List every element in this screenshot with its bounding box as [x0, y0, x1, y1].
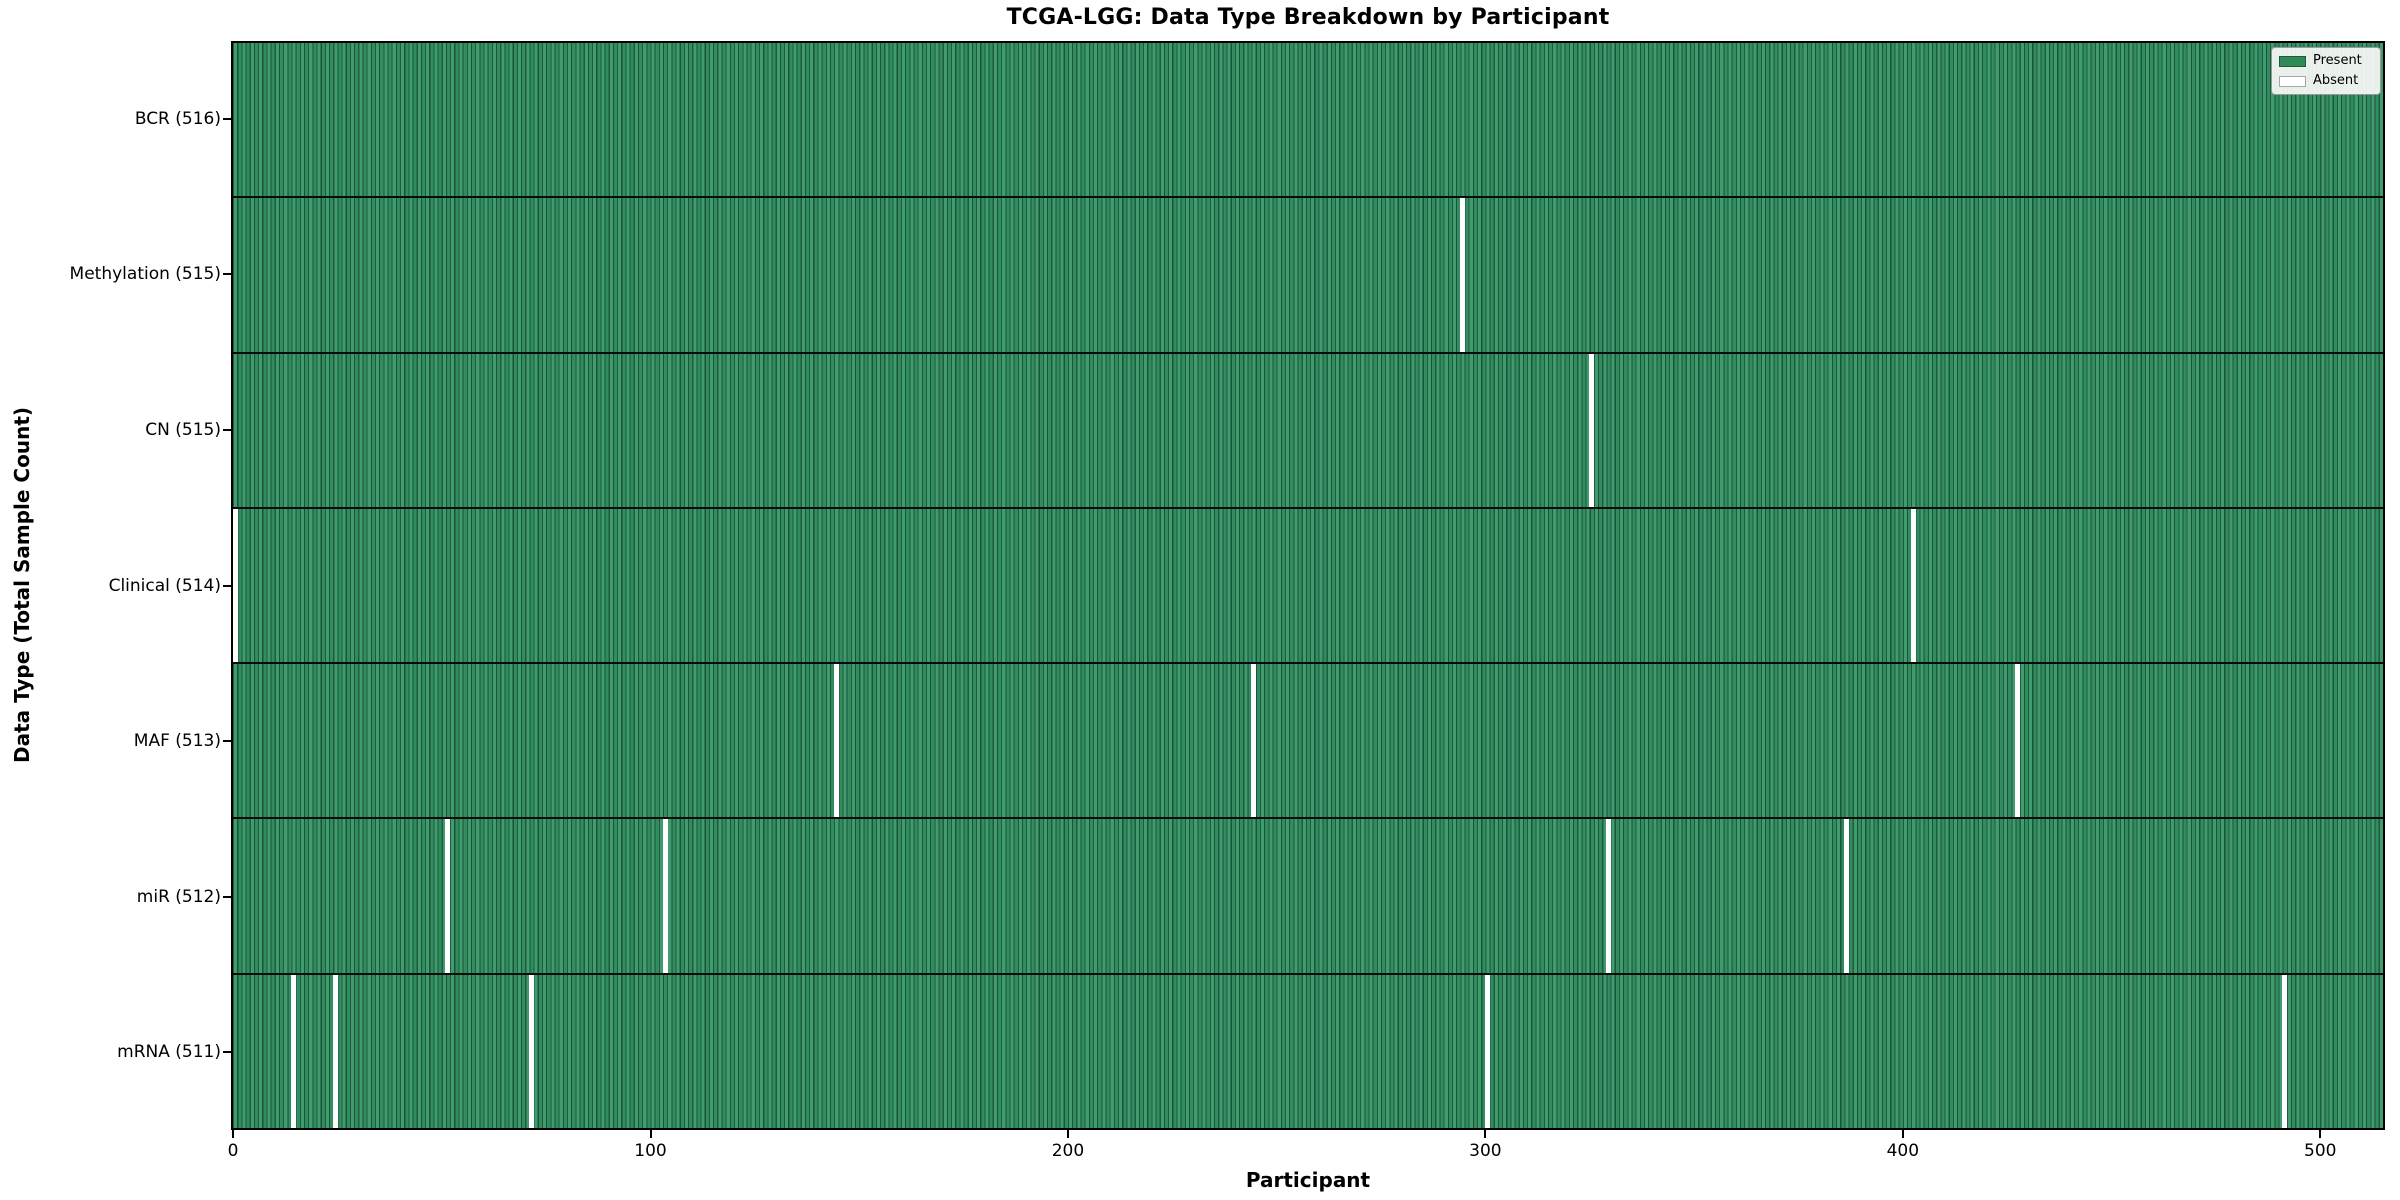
row-Methylation [233, 198, 2383, 354]
legend-swatch-absent-icon [2279, 75, 2306, 87]
x-axis-label: Participant [1245, 1168, 1371, 1192]
row-miR [233, 819, 2383, 975]
absent-cell [1484, 974, 1490, 1128]
absent-cell [445, 819, 451, 973]
chart-title: TCGA-LGG: Data Type Breakdown by Partici… [1006, 5, 1610, 30]
y-tick-mark [223, 428, 231, 431]
plot-area [231, 41, 2385, 1130]
y-tick-label: mRNA (511) [117, 1042, 221, 1063]
y-tick-mark [223, 1051, 231, 1054]
legend: Present Absent [2271, 47, 2381, 95]
absent-cell [1910, 508, 1916, 663]
y-tick-label: Clinical (514) [108, 575, 221, 596]
legend-swatch-present-icon [2279, 55, 2306, 67]
absent-cell [833, 664, 839, 818]
absent-cell [528, 974, 534, 1128]
legend-item-absent: Absent [2279, 73, 2373, 89]
y-tick-label: Methylation (515) [69, 264, 221, 285]
row-CN [233, 353, 2383, 509]
absent-cell [332, 974, 338, 1128]
absent-cell [233, 508, 238, 663]
x-tick-label: 200 [1051, 1141, 1085, 1161]
absent-cell [1843, 819, 1849, 973]
x-tick-label: 300 [1469, 1141, 1502, 1161]
absent-cell [2282, 974, 2288, 1128]
y-tick-mark [223, 895, 231, 898]
legend-label-absent: Absent [2313, 73, 2359, 88]
row-mRNA [233, 974, 2383, 1128]
x-tick-mark [649, 1130, 652, 1138]
row-MAF [233, 664, 2383, 820]
y-tick-mark [223, 584, 231, 587]
y-tick-label: miR (512) [136, 886, 221, 907]
absent-cell [2015, 664, 2021, 818]
row-Clinical [233, 508, 2383, 665]
x-tick-label: 500 [2304, 1141, 2337, 1161]
x-tick-mark [1901, 1130, 1904, 1138]
absent-cell [291, 974, 296, 1128]
y-tick-mark [223, 740, 231, 743]
x-tick-mark [1484, 1130, 1487, 1138]
absent-cell [1589, 353, 1595, 507]
x-tick-label: 400 [1886, 1141, 1920, 1161]
legend-label-present: Present [2313, 53, 2362, 68]
absent-cell [1251, 664, 1257, 818]
x-tick-mark [1066, 1130, 1069, 1138]
y-tick-mark [223, 117, 231, 120]
x-tick-label: 100 [634, 1141, 667, 1161]
absent-cell [1605, 819, 1611, 973]
legend-item-present: Present [2279, 53, 2373, 69]
x-tick-label: 0 [227, 1141, 239, 1161]
x-tick-mark [2319, 1130, 2322, 1138]
row-BCR [233, 43, 2383, 199]
y-tick-mark [223, 273, 231, 276]
absent-cell [1459, 198, 1465, 352]
y-tick-label: BCR (516) [134, 108, 221, 129]
y-tick-label: CN (515) [145, 419, 221, 440]
absent-cell [662, 819, 668, 973]
y-tick-label: MAF (513) [133, 731, 221, 752]
x-tick-mark [232, 1130, 235, 1138]
